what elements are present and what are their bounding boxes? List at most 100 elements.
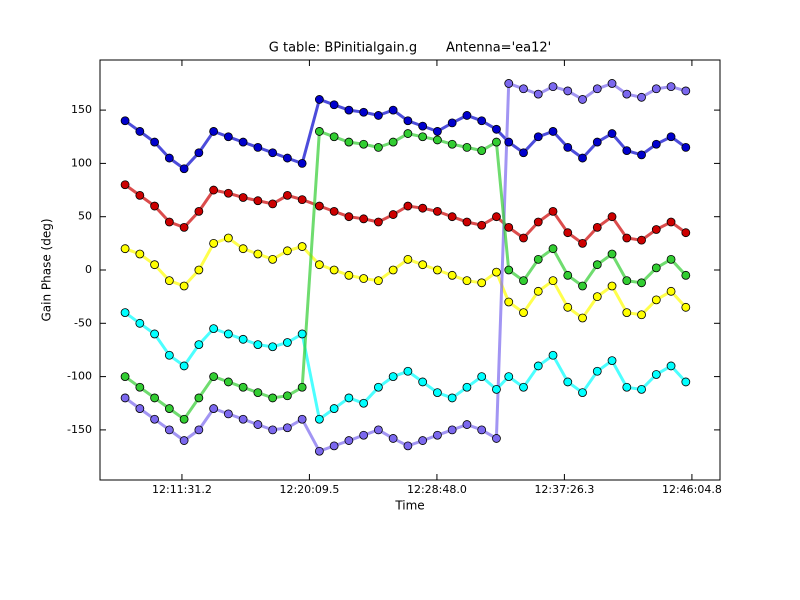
data-point — [447, 118, 457, 128]
data-point — [194, 148, 204, 158]
data-point — [268, 148, 278, 158]
data-point — [477, 278, 487, 288]
data-point — [120, 393, 130, 403]
data-point — [194, 340, 204, 350]
data-point — [135, 404, 145, 413]
data-point — [135, 382, 145, 392]
data-point — [592, 366, 602, 376]
data-point — [607, 281, 617, 291]
data-point — [637, 310, 646, 320]
data-point — [637, 278, 646, 288]
data-point — [447, 425, 457, 435]
data-point — [359, 139, 369, 149]
data-point — [637, 92, 646, 102]
data-point — [504, 222, 514, 232]
chart-title: G table: BPinitialgain.g Antenna='ea12' — [269, 41, 551, 56]
data-point — [344, 393, 354, 403]
data-point — [592, 137, 602, 147]
data-point — [681, 270, 691, 280]
data-point — [504, 372, 514, 381]
data-point — [194, 425, 204, 435]
data-point — [388, 137, 398, 147]
data-point — [666, 254, 676, 264]
data-point — [344, 137, 354, 147]
data-point — [388, 105, 398, 115]
x-tick-label: 12:46:04.8 — [662, 483, 722, 496]
data-point — [504, 137, 514, 147]
data-point — [150, 137, 159, 147]
data-point — [253, 420, 263, 429]
data-point — [477, 146, 487, 156]
data-point — [314, 414, 324, 424]
data-point — [433, 127, 442, 136]
data-point — [666, 82, 676, 92]
data-point — [477, 116, 487, 126]
data-point — [462, 143, 472, 152]
data-point — [329, 265, 339, 275]
data-point — [533, 286, 543, 296]
data-point — [403, 254, 413, 264]
data-point — [283, 153, 292, 163]
data-point — [359, 398, 369, 408]
data-point — [533, 217, 543, 227]
data-point — [344, 212, 354, 222]
data-point — [164, 276, 174, 286]
data-point — [666, 361, 676, 371]
data-point — [462, 276, 472, 286]
data-point — [607, 249, 617, 259]
data-point — [238, 244, 248, 254]
x-tick-label: 12:20:09.5 — [279, 483, 339, 496]
data-point — [268, 254, 278, 264]
data-point — [164, 404, 174, 413]
data-point — [120, 180, 130, 190]
data-point — [651, 225, 661, 234]
data-point — [477, 425, 487, 435]
data-point — [533, 132, 543, 142]
data-point — [164, 425, 174, 435]
data-point — [253, 388, 263, 397]
data-point — [447, 270, 457, 280]
data-point — [179, 361, 189, 371]
data-point — [314, 127, 324, 136]
data-point — [373, 425, 383, 435]
data-point — [283, 391, 292, 401]
data-point — [637, 384, 646, 394]
data-point — [314, 201, 324, 211]
data-point — [433, 135, 442, 145]
data-point — [253, 143, 263, 152]
x-tick-label: 12:37:26.3 — [534, 483, 594, 496]
data-point — [563, 270, 573, 280]
data-point — [238, 193, 248, 202]
data-point — [268, 199, 278, 209]
plot-area — [120, 79, 691, 456]
data-point — [578, 281, 587, 291]
data-point — [223, 188, 233, 198]
data-point — [179, 414, 189, 424]
data-point — [681, 377, 691, 387]
data-point — [120, 372, 130, 381]
data-point — [533, 254, 543, 264]
data-point — [388, 372, 398, 381]
data-point — [373, 111, 383, 120]
data-point — [135, 127, 145, 136]
data-point — [418, 377, 428, 387]
data-point — [150, 414, 159, 424]
data-point — [578, 238, 587, 248]
data-point — [283, 423, 292, 433]
data-point — [533, 361, 543, 371]
data-point — [607, 129, 617, 138]
data-point — [578, 313, 587, 323]
data-point — [651, 139, 661, 149]
data-point — [359, 107, 369, 117]
data-point — [223, 329, 233, 339]
data-point — [194, 265, 204, 275]
data-point — [548, 350, 558, 360]
data-point — [297, 382, 307, 392]
data-point — [373, 276, 383, 286]
data-point — [135, 190, 145, 200]
data-point — [681, 228, 691, 238]
data-point — [592, 292, 602, 302]
data-point — [563, 377, 573, 387]
